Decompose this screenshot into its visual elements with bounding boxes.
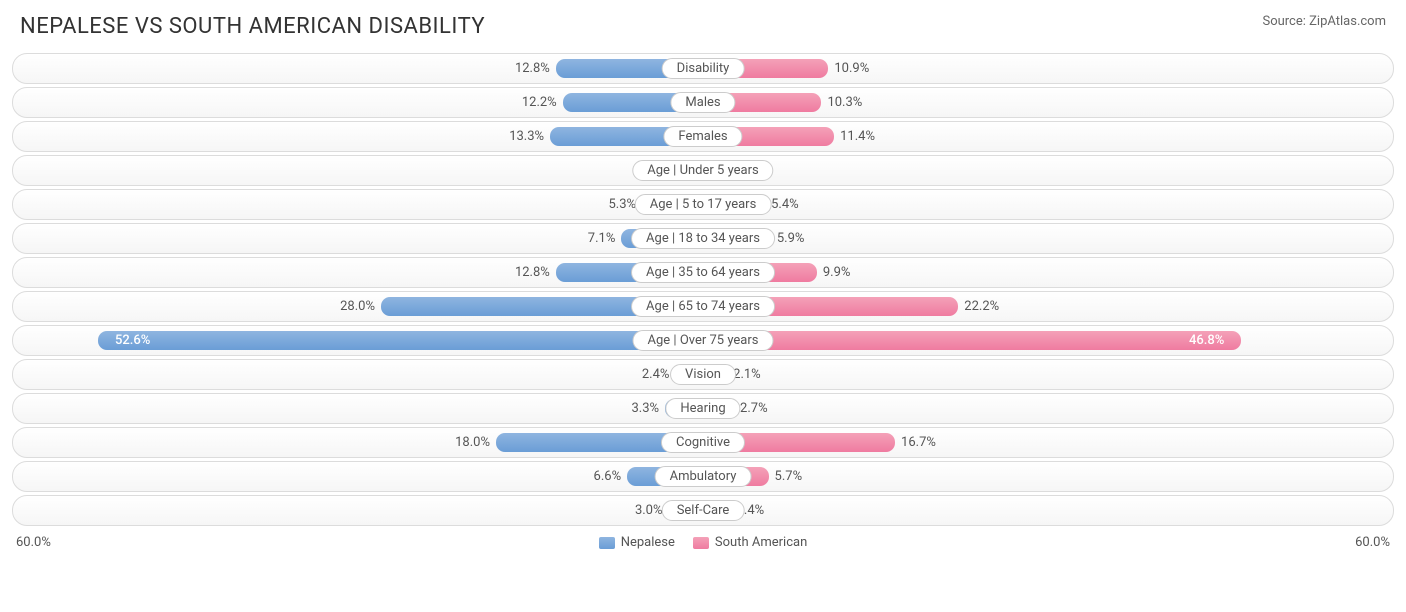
- value-left: 13.3%: [509, 122, 550, 151]
- chart-source: Source: ZipAtlas.com: [1262, 14, 1386, 29]
- chart-row: 28.0% 22.2% Age | 65 to 74 years: [12, 291, 1394, 322]
- value-left: 52.6%: [105, 326, 150, 355]
- value-left: 12.8%: [515, 54, 556, 83]
- value-left: 28.0%: [340, 292, 381, 321]
- legend-swatch-right: [693, 537, 709, 549]
- chart-row: 0.97%1.2%Age | Under 5 years: [12, 155, 1394, 186]
- category-label: Age | Over 75 years: [633, 330, 774, 351]
- chart-row: 3.0%2.4%Self-Care: [12, 495, 1394, 526]
- category-label: Hearing: [665, 398, 740, 419]
- value-right: 10.9%: [828, 54, 869, 83]
- chart-header: NEPALESE VS SOUTH AMERICAN DISABILITY So…: [0, 0, 1406, 49]
- chart-body: 12.8% 10.9% Disability 12.2% 10.3% Males 13.3%…: [0, 49, 1406, 526]
- chart-row: 52.6% 46.8% Age | Over 75 years: [12, 325, 1394, 356]
- chart-row: 5.3%5.4%Age | 5 to 17 years: [12, 189, 1394, 220]
- category-label: Disability: [662, 58, 745, 79]
- chart-row: 13.3% 11.4% Females: [12, 121, 1394, 152]
- category-label: Age | Under 5 years: [632, 160, 773, 181]
- value-left: 12.2%: [522, 88, 563, 117]
- chart-row: 12.8% 9.9% Age | 35 to 64 years: [12, 257, 1394, 288]
- category-label: Age | 35 to 64 years: [631, 262, 775, 283]
- value-left: 3.3%: [632, 394, 666, 423]
- category-label: Age | 18 to 34 years: [631, 228, 775, 249]
- chart-row: 6.6% 5.7% Ambulatory: [12, 461, 1394, 492]
- category-label: Females: [663, 126, 742, 147]
- category-label: Ambulatory: [655, 466, 752, 487]
- chart-row: 2.4%2.1%Vision: [12, 359, 1394, 390]
- legend-item-right: South American: [693, 535, 807, 550]
- chart-row: 18.0% 16.7% Cognitive: [12, 427, 1394, 458]
- value-right: 5.7%: [769, 462, 803, 491]
- legend-item-left: Nepalese: [599, 535, 675, 550]
- value-right: 5.9%: [771, 224, 805, 253]
- value-left: 7.1%: [588, 224, 622, 253]
- chart-row: 3.3%2.7%Hearing: [12, 393, 1394, 424]
- value-right: 10.3%: [821, 88, 862, 117]
- bar-right: [703, 331, 1241, 350]
- category-label: Cognitive: [661, 432, 745, 453]
- legend-swatch-left: [599, 537, 615, 549]
- legend-label-right: South American: [715, 535, 807, 550]
- bar-left: [98, 331, 703, 350]
- category-label: Age | 65 to 74 years: [631, 296, 775, 317]
- chart-footer: 60.0% Nepalese South American 60.0%: [0, 529, 1406, 550]
- value-right: 22.2%: [958, 292, 999, 321]
- category-label: Vision: [670, 364, 736, 385]
- legend: Nepalese South American: [599, 535, 808, 550]
- axis-max-right: 60.0%: [1355, 535, 1390, 550]
- value-right: 16.7%: [895, 428, 936, 457]
- value-left: 12.8%: [515, 258, 556, 287]
- value-right: 9.9%: [817, 258, 851, 287]
- value-right: 46.8%: [1189, 326, 1234, 355]
- chart-row: 7.1% 5.9%Age | 18 to 34 years: [12, 223, 1394, 254]
- value-left: 6.6%: [594, 462, 628, 491]
- axis-max-left: 60.0%: [16, 535, 51, 550]
- chart-row: 12.8% 10.9% Disability: [12, 53, 1394, 84]
- legend-label-left: Nepalese: [621, 535, 675, 550]
- category-label: Age | 5 to 17 years: [635, 194, 772, 215]
- chart-row: 12.2% 10.3% Males: [12, 87, 1394, 118]
- value-right: 11.4%: [834, 122, 875, 151]
- category-label: Males: [670, 92, 735, 113]
- chart-title: NEPALESE VS SOUTH AMERICAN DISABILITY: [20, 14, 485, 39]
- value-left: 18.0%: [455, 428, 496, 457]
- category-label: Self-Care: [662, 500, 745, 521]
